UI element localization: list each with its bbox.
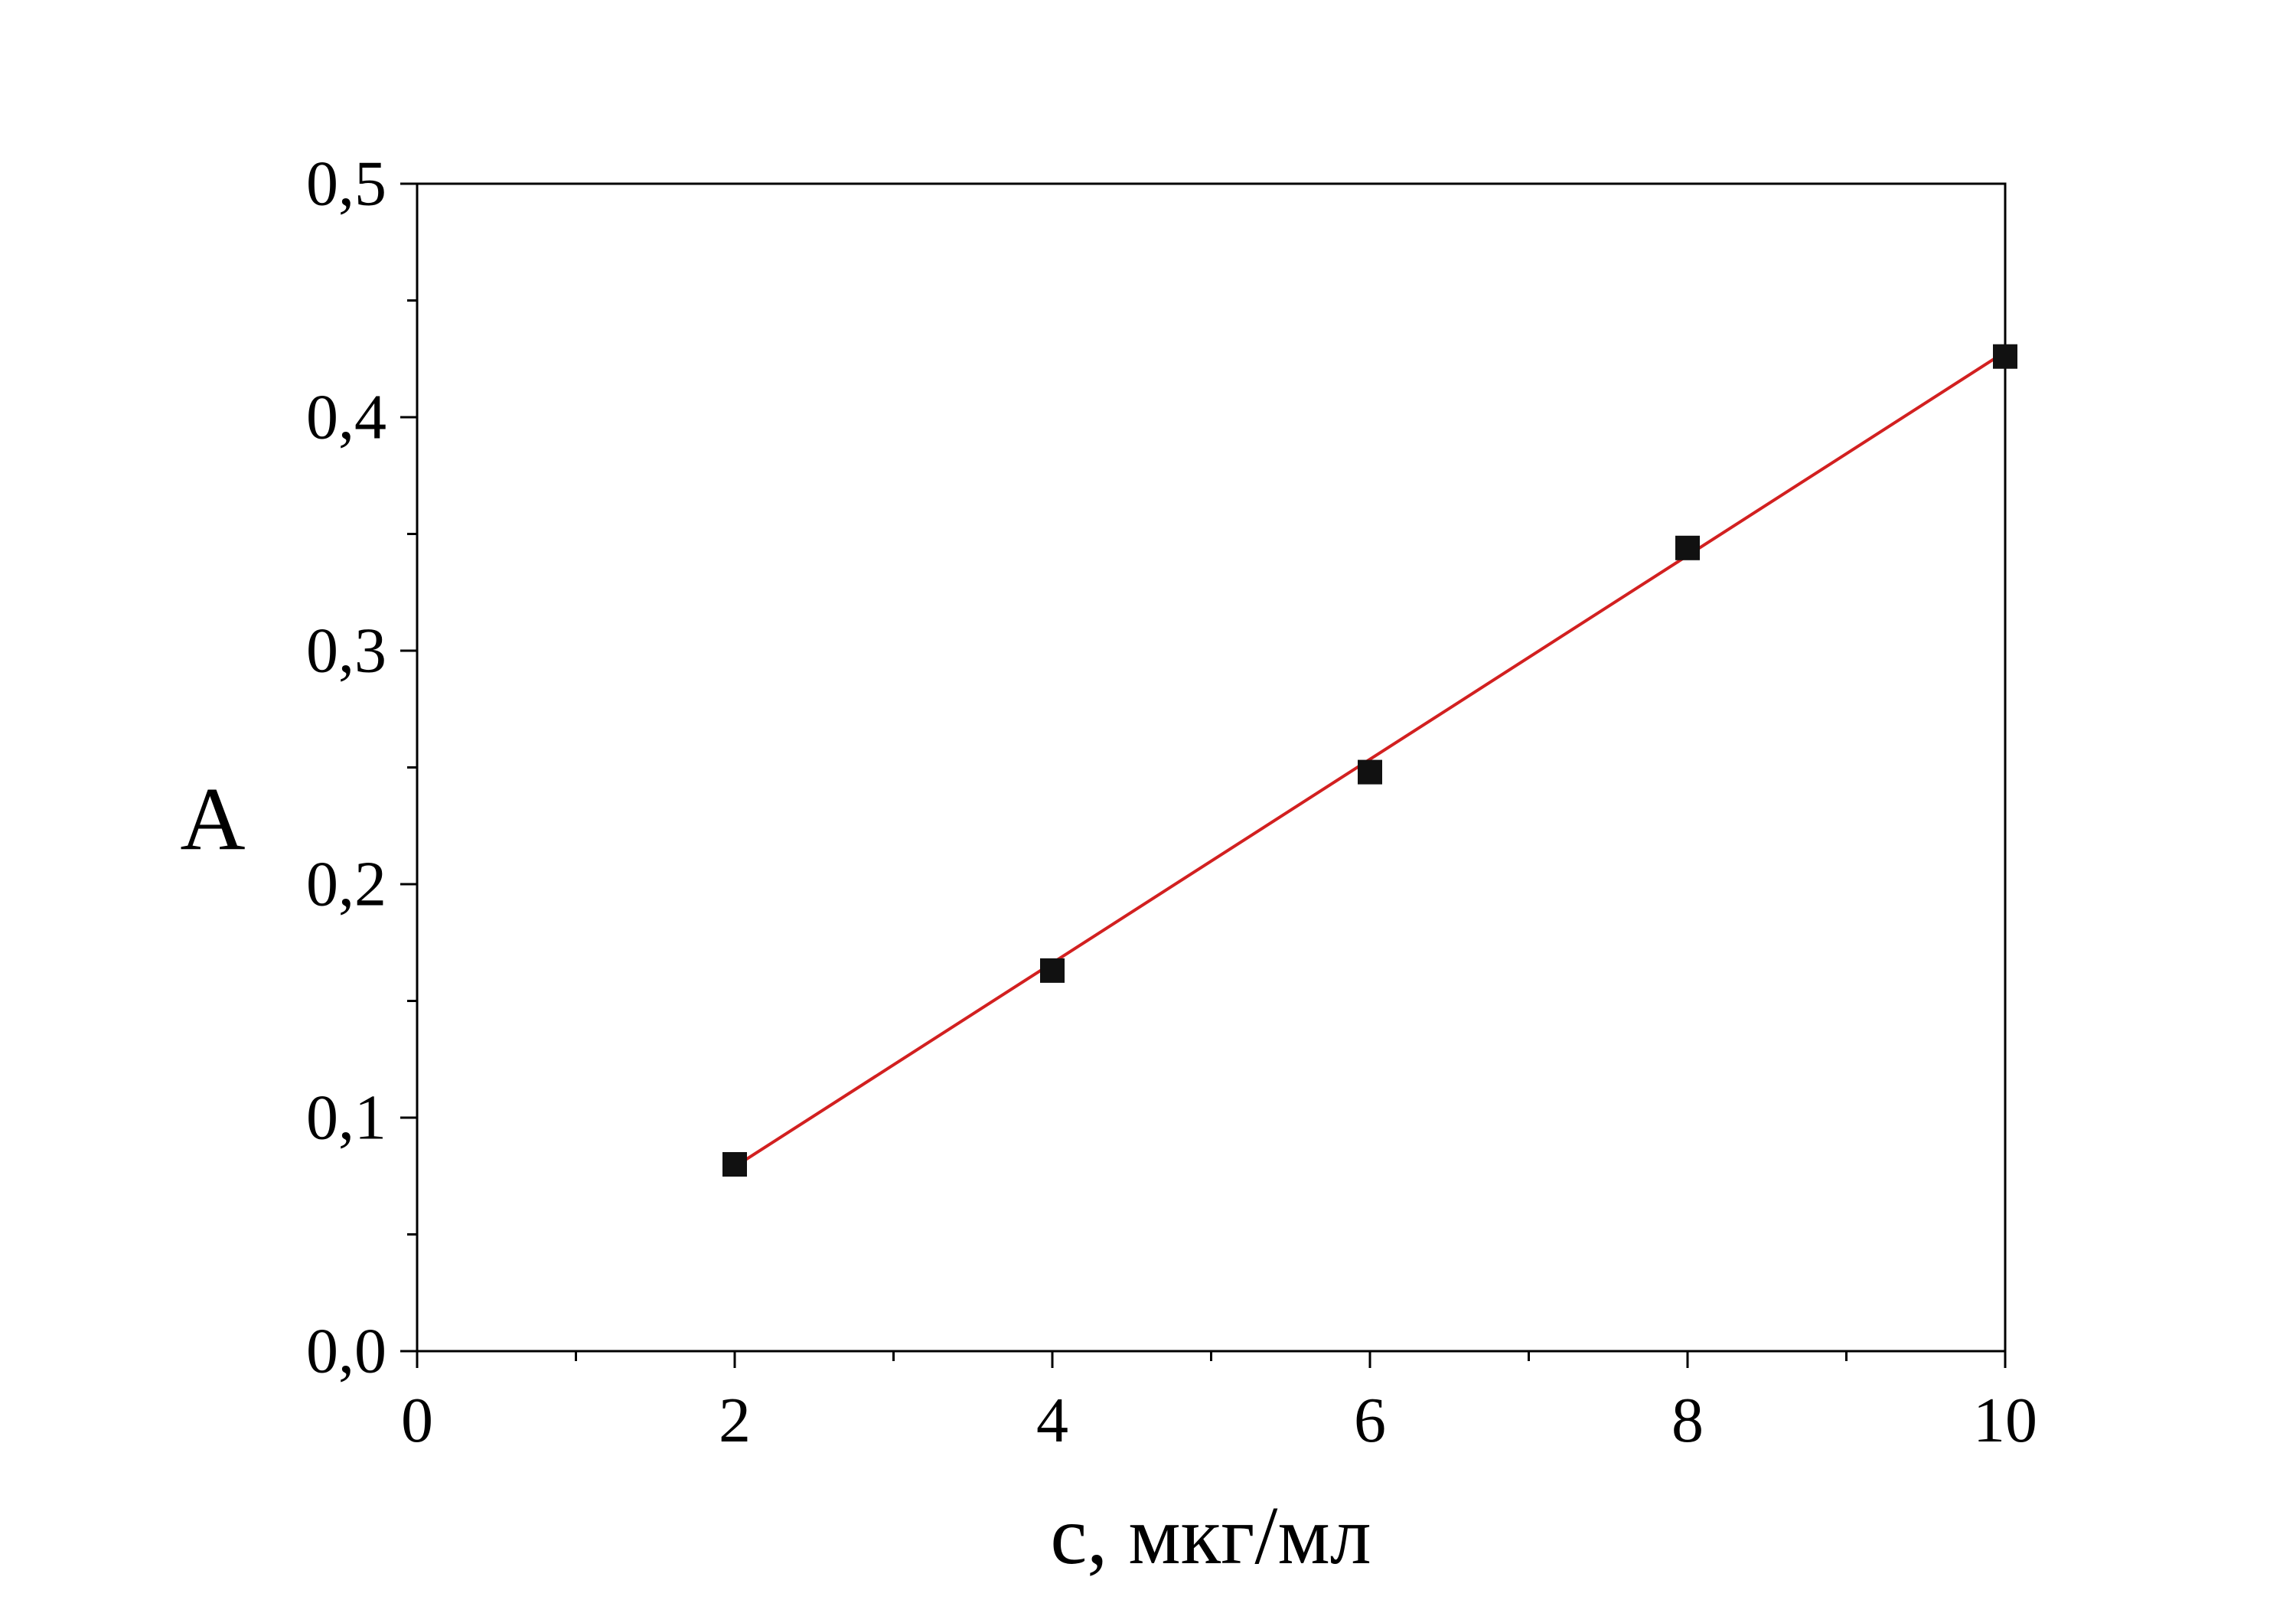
- y-tick-label: 0,2: [306, 849, 386, 920]
- x-tick-label: 10: [1973, 1385, 2037, 1456]
- y-tick-label: 0,1: [306, 1082, 386, 1154]
- x-axis-title: с, мкг/мл: [1050, 1490, 1371, 1582]
- y-tick-label: 0,5: [306, 149, 386, 220]
- y-tick-label: 0,0: [306, 1316, 386, 1387]
- plot-layer: 0 2 4 6 8 10 0,0 0,1 0,2 0,3 0,4 0,5: [306, 149, 2037, 1457]
- data-point-marker: [722, 1152, 747, 1177]
- x-tick-label: 8: [1671, 1385, 1704, 1456]
- x-tick-label: 0: [401, 1385, 433, 1456]
- y-tick-label: 0,3: [306, 615, 386, 687]
- x-tick-label: 4: [1036, 1385, 1068, 1456]
- data-point-marker: [1040, 958, 1065, 983]
- y-axis-title: А: [180, 769, 245, 870]
- plot-frame: [416, 182, 2007, 1353]
- data-point-marker: [1358, 759, 1382, 785]
- fit-line: [733, 350, 2007, 1168]
- x-tick-label: 6: [1354, 1385, 1386, 1456]
- data-point-marker: [1675, 535, 1700, 560]
- x-tick-label: 2: [719, 1385, 751, 1456]
- data-point-marker: [1993, 344, 2017, 369]
- y-tick-label: 0,4: [306, 382, 386, 453]
